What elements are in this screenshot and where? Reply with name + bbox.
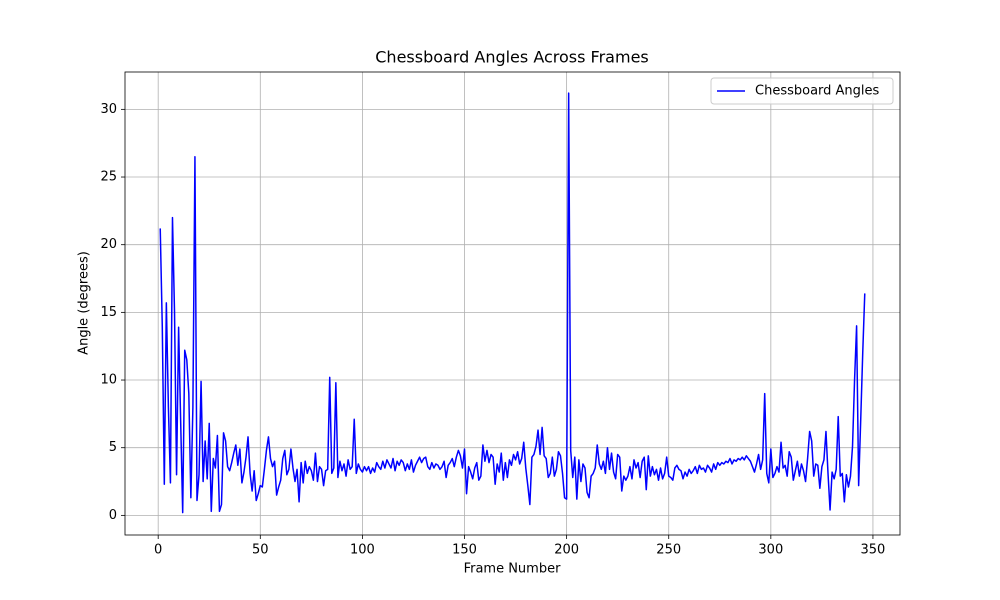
y-tick-label: 5 <box>109 440 117 455</box>
y-tick-label: 30 <box>100 102 117 117</box>
y-tick-label: 25 <box>100 170 117 185</box>
chart-title: Chessboard Angles Across Frames <box>375 48 649 67</box>
x-tick-label: 0 <box>154 543 162 558</box>
y-axis-label: Angle (degrees) <box>77 251 92 355</box>
y-tick-label: 10 <box>100 373 117 388</box>
legend: Chessboard Angles <box>710 77 894 105</box>
legend-frame <box>710 77 894 105</box>
x-tick-label: 350 <box>861 543 886 558</box>
x-tick-label: 200 <box>554 543 579 558</box>
x-tick-label: 250 <box>656 543 681 558</box>
y-tick-label: 15 <box>100 305 117 320</box>
y-tick-label: 0 <box>109 508 117 523</box>
x-tick-label: 100 <box>350 543 375 558</box>
x-tick-label: 300 <box>758 543 783 558</box>
plot-frame <box>124 71 901 536</box>
y-tick-label: 20 <box>100 237 117 252</box>
data-line <box>159 92 866 514</box>
legend-label: Chessboard Angles <box>755 84 880 99</box>
x-axis-label: Frame Number <box>464 562 562 577</box>
x-tick-label: 50 <box>252 543 269 558</box>
x-tick-label: 150 <box>452 543 477 558</box>
